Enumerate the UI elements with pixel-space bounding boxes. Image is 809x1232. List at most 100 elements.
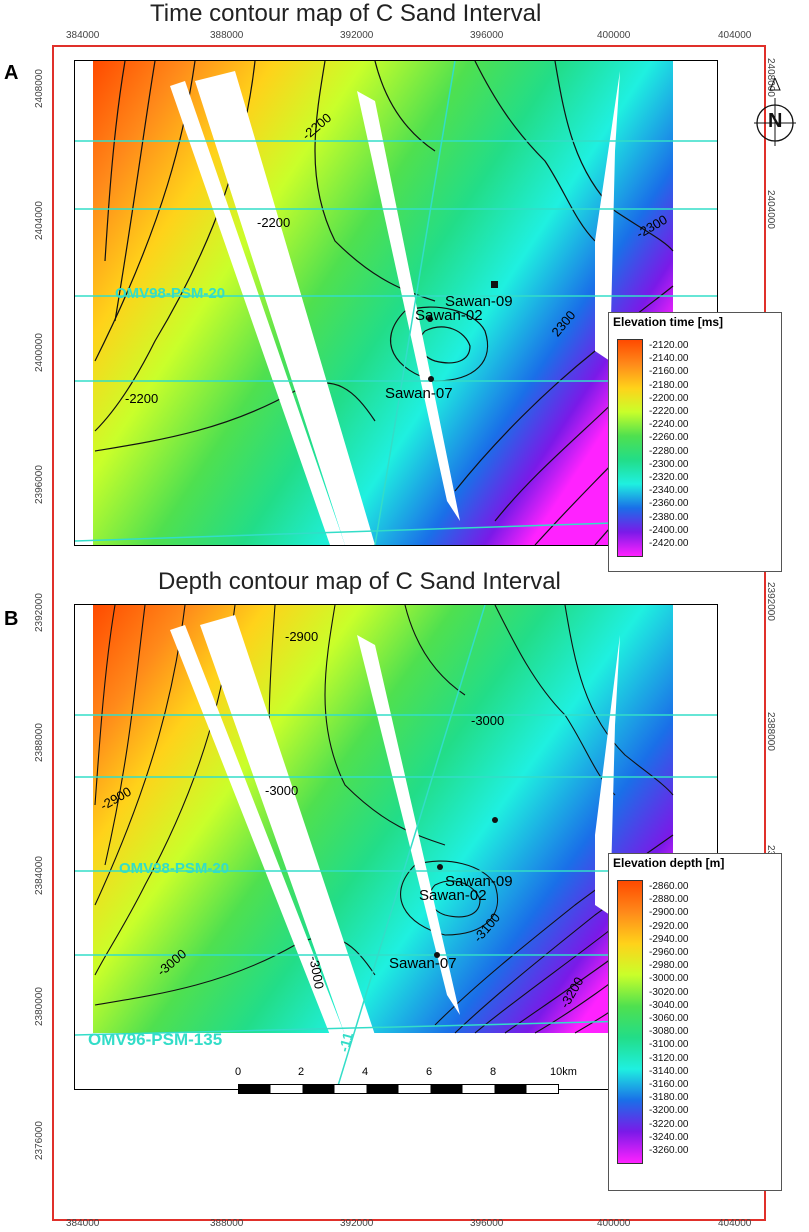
x-tick-top: 396000 bbox=[470, 30, 504, 41]
well-label: Sawan-09 bbox=[445, 873, 513, 890]
legend-b-value: -3140.00 bbox=[649, 1065, 689, 1077]
x-tick-bottom: 384000 bbox=[66, 1218, 100, 1229]
seismic-line-label: OMV96-PSM-135 bbox=[88, 1030, 223, 1049]
legend-a-value: -2320.00 bbox=[649, 472, 689, 484]
legend-b-value: -3120.00 bbox=[649, 1052, 689, 1064]
well-marker bbox=[492, 817, 498, 823]
well-label: Sawan-02 bbox=[419, 887, 487, 904]
legend-a-value: -2280.00 bbox=[649, 445, 689, 457]
legend-a-value: -2200.00 bbox=[649, 392, 689, 404]
contour-label: -2200 bbox=[125, 391, 159, 406]
x-tick-top: 400000 bbox=[597, 30, 631, 41]
x-tick-top: 384000 bbox=[66, 30, 100, 41]
seismic-line-label: OMV98-PSM-20 bbox=[115, 285, 226, 302]
well-label: Sawan-07 bbox=[389, 955, 457, 972]
well-marker bbox=[491, 281, 498, 288]
x-tick-bottom: 388000 bbox=[210, 1218, 244, 1229]
legend-b-value: -3240.00 bbox=[649, 1131, 689, 1143]
legend-a-value: -2400.00 bbox=[649, 524, 689, 536]
x-tick-bottom: 404000 bbox=[718, 1218, 752, 1229]
legend-a-value: -2340.00 bbox=[649, 485, 689, 497]
scale-bar-label: 10km bbox=[550, 1066, 577, 1078]
legend-a-value: -2140.00 bbox=[649, 353, 689, 365]
y-tick-right: 2392000 bbox=[765, 582, 776, 621]
legend-a-values: -2120.00 -2140.00 -2160.00 -2180.00 -220… bbox=[649, 339, 688, 550]
panel-b-map: -2900 -2900 -3000 -3000 -3000 -3000 -310… bbox=[74, 604, 718, 1090]
seismic-line-label: OMV98-PSM-20 bbox=[119, 860, 230, 877]
legend-b-value: -3040.00 bbox=[649, 999, 689, 1011]
legend-b-value: -3160.00 bbox=[649, 1079, 689, 1091]
y-tick-left: 2376000 bbox=[34, 1121, 45, 1160]
well-marker bbox=[428, 376, 434, 382]
scale-bar-label: 0 bbox=[235, 1066, 242, 1078]
legend-a-value: -2380.00 bbox=[649, 511, 689, 523]
legend-b-value: -3060.00 bbox=[649, 1013, 689, 1025]
legend-b-colorbar bbox=[617, 880, 643, 1164]
legend-a-title: Elevation time [ms] bbox=[613, 315, 724, 329]
figure-frame bbox=[52, 45, 766, 1221]
scale-bar-label: 6 bbox=[426, 1066, 433, 1078]
legend-a-value: -2120.00 bbox=[649, 340, 689, 351]
legend-a-value: -2420.00 bbox=[649, 538, 689, 550]
panel-a-title: Time contour map of C Sand Interval bbox=[150, 0, 542, 27]
legend-b-value: -3200.00 bbox=[649, 1105, 689, 1117]
contour-label: -3000 bbox=[265, 783, 299, 798]
legend-a-value: -2180.00 bbox=[649, 379, 689, 391]
y-tick-left: 2404000 bbox=[34, 201, 45, 240]
contour-label: -2200 bbox=[257, 215, 291, 230]
north-arrow-icon bbox=[754, 76, 796, 146]
y-tick-left: 2384000 bbox=[34, 856, 45, 895]
legend-b-value: -3080.00 bbox=[649, 1026, 689, 1038]
well-label: Sawan-07 bbox=[385, 385, 453, 402]
legend-b-value: -2960.00 bbox=[649, 947, 689, 959]
panel-b-title: Depth contour map of C Sand Interval bbox=[158, 568, 561, 595]
legend-b-value: -2900.00 bbox=[649, 907, 689, 919]
well-marker bbox=[437, 864, 443, 870]
legend-a-value: -2240.00 bbox=[649, 419, 689, 431]
x-tick-top: 404000 bbox=[718, 30, 752, 41]
legend-a-value: -2360.00 bbox=[649, 498, 689, 510]
panel-letter-a: A bbox=[4, 62, 19, 84]
legend-b-value: -3180.00 bbox=[649, 1092, 689, 1104]
well-label: Sawan-02 bbox=[415, 307, 483, 324]
legend-a-value: -2160.00 bbox=[649, 366, 689, 378]
legend-b-values: -2860.00 -2880.00 -2900.00 -2920.00 -294… bbox=[649, 880, 688, 1157]
north-arrow: N bbox=[752, 76, 798, 148]
x-tick-bottom: 400000 bbox=[597, 1218, 631, 1229]
north-arrow-letter: N bbox=[768, 110, 783, 132]
well-marker bbox=[434, 952, 440, 958]
legend-b-title: Elevation depth [m] bbox=[613, 856, 725, 870]
legend-b-value: -3260.00 bbox=[649, 1145, 689, 1157]
scale-bar-graphic bbox=[238, 1084, 559, 1094]
legend-b: Elevation depth [m] -2860.00 -2880.00 -2… bbox=[608, 853, 782, 1191]
y-tick-left: 2392000 bbox=[34, 593, 45, 632]
legend-a-value: -2220.00 bbox=[649, 406, 689, 418]
contour-label: -3000 bbox=[471, 713, 505, 728]
scale-bar: 0 2 4 6 8 10km bbox=[235, 1066, 577, 1106]
well-marker bbox=[427, 316, 433, 322]
panel-a-map-svg bbox=[75, 61, 717, 545]
legend-a: Elevation time [ms] -2120.00 -2140.00 -2… bbox=[608, 312, 782, 572]
y-tick-right: 2404000 bbox=[765, 190, 776, 229]
y-tick-left: 2408000 bbox=[34, 69, 45, 108]
legend-b-value: -3020.00 bbox=[649, 986, 689, 998]
legend-a-value: -2300.00 bbox=[649, 458, 689, 470]
scale-bar-label: 4 bbox=[362, 1066, 369, 1078]
panel-letter-b: B bbox=[4, 608, 19, 630]
well-label: Sawan-09 bbox=[445, 293, 513, 310]
x-tick-top: 388000 bbox=[210, 30, 244, 41]
panel-b-map-svg bbox=[75, 605, 717, 1089]
legend-b-value: -2880.00 bbox=[649, 894, 689, 906]
x-tick-bottom: 392000 bbox=[340, 1218, 374, 1229]
x-tick-bottom: 396000 bbox=[470, 1218, 504, 1229]
legend-b-value: -2980.00 bbox=[649, 960, 689, 972]
legend-b-value: -2860.00 bbox=[649, 881, 689, 892]
legend-b-value: -3220.00 bbox=[649, 1118, 689, 1130]
legend-a-colorbar bbox=[617, 339, 643, 557]
x-tick-top: 392000 bbox=[340, 30, 374, 41]
y-tick-left: 2380000 bbox=[34, 987, 45, 1026]
scale-bar-label: 8 bbox=[490, 1066, 497, 1078]
y-tick-left: 2388000 bbox=[34, 723, 45, 762]
legend-b-value: -3100.00 bbox=[649, 1039, 689, 1051]
